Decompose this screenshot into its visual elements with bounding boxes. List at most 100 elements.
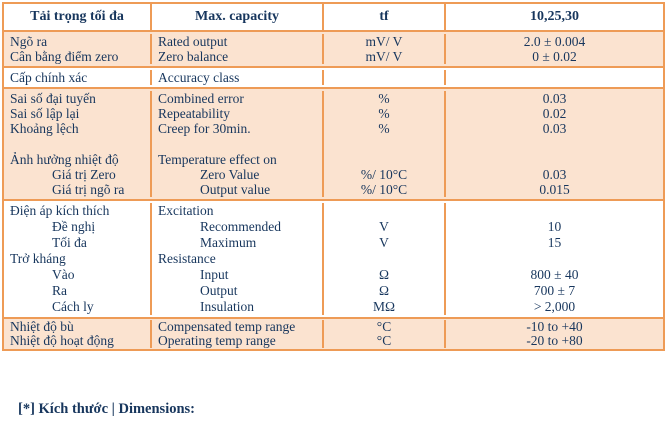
cell-vietnamese-label: Giá trị Zero: [52, 167, 116, 182]
cell-vietnamese-label: Vào: [52, 267, 75, 282]
dimensions-heading: [*] Kích thước | Dimensions:: [18, 401, 196, 417]
cell-value: 700 ± 7: [444, 283, 663, 299]
cell-vietnamese-label: Ra: [52, 283, 67, 298]
cell-english-label: Insulation: [150, 299, 322, 315]
cell-english-label: [150, 136, 322, 152]
table-row: Sai số đại tuyến Combined error% 0.03: [4, 91, 663, 106]
table-row: Cấp chính xác Accuracy class: [4, 70, 663, 85]
cell-value: 10: [444, 219, 663, 235]
cell-vietnamese-label: Sai số lập lại: [10, 106, 80, 121]
cell-unit: Ω: [322, 267, 444, 283]
cell-english-label: Accuracy class: [150, 70, 322, 85]
cell-value: 0.015: [444, 182, 663, 197]
table-row: Sai số lập lại Repeatability% 0.02: [4, 106, 663, 121]
table-row: Ra Output Ω 700 ± 7: [4, 283, 663, 299]
cell-unit: Ω: [322, 283, 444, 299]
cell-unit: V: [322, 219, 444, 235]
cell-english-label: Maximum: [150, 235, 322, 251]
cell-value: [444, 251, 663, 267]
cell-vietnamese-label: Tối đa: [52, 235, 87, 250]
header-vietnamese-label: Tải trọng tối đa: [30, 9, 124, 24]
table-header-row: Tải trọng tối đa Max. capacity tf 10,25,…: [4, 4, 663, 30]
cell-unit: [322, 251, 444, 267]
cell-english-label: Operating temp range: [150, 334, 322, 348]
table-row: Vào Input Ω 800 ± 40: [4, 267, 663, 283]
cell-value: 800 ± 40: [444, 267, 663, 283]
cell-vietnamese-label: Cấp chính xác: [10, 70, 88, 85]
table-row: Giá trị ngõ ra Output value %/ 10°C 0.015: [4, 182, 663, 197]
cell-unit: °C: [322, 334, 444, 348]
cell-english-label: Output: [150, 283, 322, 299]
cell-english-label: Combined error: [150, 91, 322, 106]
cell-english-label: Creep for 30min.: [150, 121, 322, 136]
cell-unit: [322, 203, 444, 219]
table-row: Đề nghị Recommended V 10: [4, 219, 663, 235]
table-section: Sai số đại tuyến Combined error% 0.03 Sai s…: [4, 87, 663, 199]
cell-value: [444, 70, 663, 85]
table-row: Nhiệt độ hoạt động Operating temp range °C…: [4, 334, 663, 348]
table-row: Ngõ ra Rated output mV/ V 2.0 ± 0.004: [4, 34, 663, 49]
cell-vietnamese-label: Điện áp kích thích: [10, 203, 110, 218]
cell-vietnamese-label: Giá trị ngõ ra: [52, 182, 125, 197]
cell-vietnamese-label: Khoảng lệch: [10, 121, 79, 136]
cell-unit: °C: [322, 320, 444, 334]
cell-english-label: Repeatability: [150, 106, 322, 121]
cell-value: [444, 136, 663, 152]
table-row: Nhiệt độ bù Compensated temp range °C -10 t…: [4, 320, 663, 334]
cell-vietnamese-label: Ngõ ra: [10, 34, 48, 49]
cell-vietnamese-label: Cân bằng điểm zero: [10, 49, 119, 64]
cell-vietnamese-label: Ảnh hưởng nhiệt độ: [10, 152, 119, 167]
cell-unit: mV/ V: [322, 34, 444, 49]
cell-unit: V: [322, 235, 444, 251]
cell-english-label: Excitation: [150, 203, 322, 219]
cell-vietnamese-label: Trở kháng: [10, 251, 66, 266]
cell-unit: [322, 136, 444, 152]
cell-value: > 2,000: [444, 299, 663, 315]
table-section: Nhiệt độ bù Compensated temp range °C -10 t…: [4, 317, 663, 349]
cell-vietnamese-label: Đề nghị: [52, 219, 96, 234]
cell-english-label: Input: [150, 267, 322, 283]
cell-unit: mV/ V: [322, 49, 444, 64]
cell-vietnamese-label: [4, 136, 150, 152]
table-row: Tối đa Maximum V 15: [4, 235, 663, 251]
table-row: Cách ly Insulation MΩ > 2,000: [4, 299, 663, 315]
table-row: Điện áp kích thích Excitation: [4, 203, 663, 219]
cell-value: [444, 203, 663, 219]
header-value: 10,25,30: [444, 4, 663, 30]
cell-vietnamese-label: Sai số đại tuyến: [10, 91, 96, 106]
cell-english-label: Zero balance: [150, 49, 322, 64]
header-english-label: Max. capacity: [150, 4, 322, 30]
cell-english-label: Resistance: [150, 251, 322, 267]
cell-vietnamese-label: Cách ly: [52, 299, 94, 314]
cell-value: 15: [444, 235, 663, 251]
cell-value: [444, 152, 663, 167]
table-row: Khoảng lệch Creep for 30min.% 0.03: [4, 121, 663, 136]
cell-english-label: Zero Value: [150, 167, 322, 182]
cell-english-label: Temperature effect on: [150, 152, 322, 167]
cell-value: 2.0 ± 0.004: [444, 34, 663, 49]
cell-english-label: Recommended: [150, 219, 322, 235]
spacer-row: [4, 136, 663, 152]
header-unit: tf: [322, 4, 444, 30]
cell-vietnamese-label: Nhiệt độ bù: [10, 320, 74, 334]
cell-unit: %/ 10°C: [322, 182, 444, 197]
table-row: Trở kháng Resistance: [4, 251, 663, 267]
cell-value: 0.03: [444, 167, 663, 182]
cell-value: 0.02: [444, 106, 663, 121]
cell-english-label: Compensated temp range: [150, 320, 322, 334]
cell-value: 0.03: [444, 121, 663, 136]
cell-unit: %/ 10°C: [322, 167, 444, 182]
table-section: Điện áp kích thích Excitation Đề nghị Recom…: [4, 199, 663, 317]
cell-value: 0.03: [444, 91, 663, 106]
table-row: Ảnh hưởng nhiệt độ Temperature effect on: [4, 152, 663, 167]
cell-unit: MΩ: [322, 299, 444, 315]
spec-table: Tải trọng tối đa Max. capacity tf 10,25,…: [2, 2, 665, 351]
cell-unit: [322, 152, 444, 167]
cell-unit: %: [322, 106, 444, 121]
cell-english-label: Output value: [150, 182, 322, 197]
cell-value: -20 to +80: [444, 334, 663, 348]
cell-unit: %: [322, 121, 444, 136]
table-section: Ngõ ra Rated output mV/ V 2.0 ± 0.004 Cân bằ…: [4, 30, 663, 66]
cell-english-label: Rated output: [150, 34, 322, 49]
